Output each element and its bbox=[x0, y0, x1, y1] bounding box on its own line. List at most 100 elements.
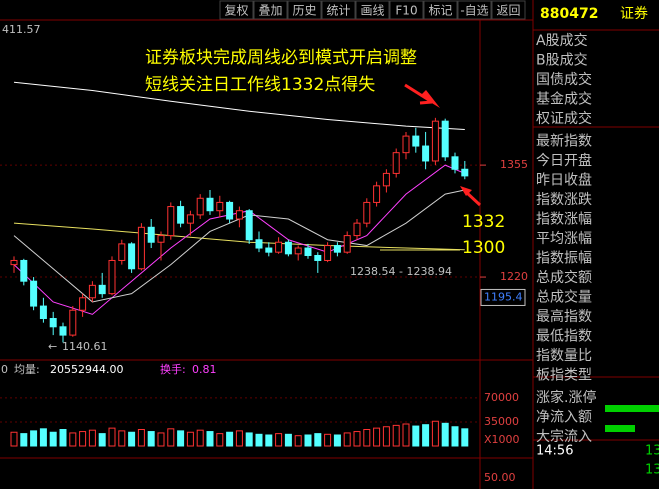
volume-bar bbox=[245, 432, 253, 447]
candle-body bbox=[196, 197, 204, 216]
side-item: 权证成交 bbox=[536, 110, 592, 127]
toolbar-button[interactable] bbox=[253, 0, 288, 20]
candle-body bbox=[461, 168, 469, 177]
side-item: B股成交 bbox=[536, 52, 588, 69]
volume-bar bbox=[255, 433, 263, 447]
toolbar-button[interactable] bbox=[287, 0, 322, 20]
candle-body bbox=[402, 135, 410, 154]
candle-body bbox=[216, 201, 224, 212]
side-item: 最低指数 bbox=[536, 329, 592, 345]
toolbar-label[interactable]: 叠加 bbox=[258, 4, 282, 18]
side-value: 13 bbox=[645, 444, 659, 459]
arrow-head bbox=[420, 90, 440, 108]
candle-body bbox=[30, 280, 38, 307]
candle-body bbox=[118, 243, 126, 261]
toolbar: 复权 叠加 历史 统计 画线 F10 标记 -自选 返回 bbox=[219, 0, 526, 20]
volume-bar bbox=[216, 433, 224, 447]
volume-bar bbox=[88, 429, 96, 447]
volume-bar bbox=[137, 429, 145, 447]
candle-body bbox=[206, 197, 214, 212]
side-item: 板指类型 bbox=[536, 368, 592, 384]
toolbar-label[interactable]: -自选 bbox=[460, 4, 488, 18]
side-item: 大宗流入 bbox=[536, 429, 592, 445]
annotation: 1300 bbox=[462, 238, 505, 258]
volume-bar bbox=[431, 420, 439, 447]
side-item: 今日开盘 bbox=[536, 152, 592, 169]
candle-body bbox=[49, 318, 57, 328]
volume-bar bbox=[186, 431, 194, 447]
volume-bar bbox=[324, 433, 332, 447]
candle-body bbox=[363, 201, 371, 224]
price-chart: 1220 1355 1195.4 ← 1140.61 411.57 1238.54 - 12… bbox=[0, 23, 528, 353]
toolbar-button[interactable] bbox=[423, 0, 458, 20]
candle-body bbox=[88, 284, 96, 299]
candle-body bbox=[157, 235, 165, 243]
y-tick-label: 1220 bbox=[500, 270, 528, 283]
toolbar-button[interactable] bbox=[219, 0, 254, 20]
side-item: 总成交额 bbox=[536, 269, 592, 286]
volume-bar bbox=[304, 434, 312, 447]
toolbar-button[interactable] bbox=[355, 0, 390, 20]
candle-body bbox=[98, 284, 106, 295]
side-item: 指数振幅 bbox=[536, 251, 592, 267]
volume-bar bbox=[98, 433, 106, 447]
volume-bar bbox=[373, 427, 381, 447]
toolbar-label[interactable]: 返回 bbox=[496, 4, 520, 18]
y-tick-label: 1355 bbox=[500, 158, 528, 171]
volume-bar bbox=[30, 430, 38, 447]
toolbar-label[interactable]: 标记 bbox=[428, 4, 452, 18]
toolbar-button[interactable] bbox=[491, 0, 526, 20]
candle-body bbox=[10, 259, 18, 266]
candle-body bbox=[392, 152, 400, 174]
volume-bar bbox=[353, 431, 361, 447]
side-item: 净流入额 bbox=[536, 410, 592, 426]
volume-bar bbox=[402, 423, 410, 447]
toolbar-button[interactable] bbox=[457, 0, 492, 20]
arrow-head bbox=[460, 186, 472, 196]
toolbar-label[interactable]: 历史 bbox=[292, 4, 316, 18]
toolbar-label[interactable]: 复权 bbox=[224, 4, 248, 18]
candle-body bbox=[314, 254, 322, 261]
volume-bar bbox=[382, 426, 390, 447]
volume-bar bbox=[128, 431, 136, 447]
volume-bar bbox=[167, 428, 175, 447]
candle-body bbox=[343, 235, 351, 253]
side-item: 指数涨幅 bbox=[536, 212, 592, 228]
volume-bar bbox=[177, 430, 185, 447]
volume-chart: 0 均量: 20552944.00 换手: 0.81 35000 70000 X1000 50.… bbox=[0, 362, 520, 484]
volume-bar bbox=[157, 432, 165, 447]
toolbar-label[interactable]: 统计 bbox=[326, 4, 350, 18]
candle-body bbox=[304, 247, 312, 256]
toolbar-label[interactable]: 画线 bbox=[360, 4, 384, 18]
volume-bar bbox=[461, 428, 469, 447]
toolbar-button[interactable] bbox=[321, 0, 356, 20]
moving-average bbox=[13, 81, 465, 130]
volume-bar bbox=[118, 430, 126, 447]
volume-bar bbox=[265, 434, 273, 447]
volume-bar bbox=[206, 431, 214, 447]
volume-bar bbox=[343, 432, 351, 447]
candle-body bbox=[128, 243, 136, 270]
volume-bar bbox=[284, 433, 292, 447]
candle-body bbox=[431, 120, 439, 162]
vol-unit: X1000 bbox=[484, 433, 520, 446]
volume-bar bbox=[20, 433, 28, 447]
candle-body bbox=[226, 201, 234, 220]
side-item: 总成交量 bbox=[536, 289, 592, 306]
side-item: 最高指数 bbox=[536, 308, 592, 325]
volume-bar bbox=[108, 427, 116, 447]
toolbar-label[interactable]: F10 bbox=[395, 4, 417, 18]
volume-bar bbox=[363, 429, 371, 447]
candle-body bbox=[451, 156, 459, 170]
candle-body bbox=[147, 226, 155, 243]
candle-body bbox=[333, 245, 341, 253]
candle-body bbox=[108, 259, 116, 295]
toolbar-button[interactable] bbox=[389, 0, 424, 20]
candle-body bbox=[59, 326, 67, 336]
turnover-value: 0.81 bbox=[192, 363, 217, 376]
side-item: 最新指数 bbox=[536, 134, 592, 150]
y-tick-label: 35000 bbox=[484, 415, 519, 428]
annotation: 短线关注日工作线1332点得失 bbox=[145, 75, 375, 95]
price-tag-box bbox=[480, 288, 526, 306]
